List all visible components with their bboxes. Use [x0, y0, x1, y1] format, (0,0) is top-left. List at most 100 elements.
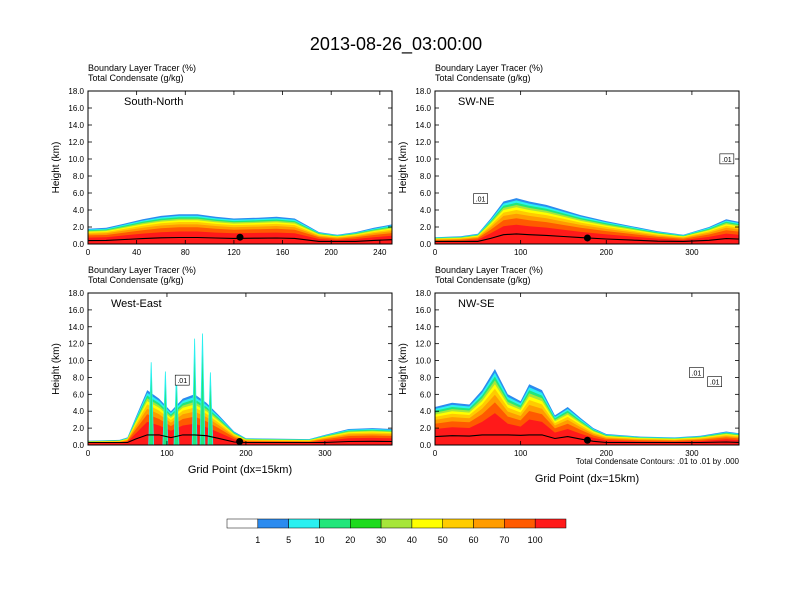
x-tick-label: 0 — [433, 248, 438, 257]
y-tick-label: 4.0 — [420, 407, 432, 416]
y-tick-label: 16.0 — [415, 306, 431, 315]
figure-title: 2013-08-26_03:00:00 — [310, 34, 482, 55]
y-tick-label: 8.0 — [420, 373, 432, 382]
y-tick-label: 16.0 — [415, 104, 431, 113]
contour-footnote: Total Condensate Contours: .01 to .01 by… — [576, 457, 740, 466]
colorbar: 1 5 10 20 30 40 50 60 70 100 — [226, 518, 567, 545]
colorbar-swatch — [534, 518, 567, 529]
convective-tower — [207, 372, 214, 445]
plot-frame — [87, 90, 393, 245]
y-tick-label: 14.0 — [415, 323, 431, 332]
plot-area — [88, 333, 392, 445]
terrain-line — [435, 434, 739, 444]
panel-header-line: Total Condensate (g/kg) — [435, 73, 531, 83]
contour-label-box — [707, 376, 722, 387]
y-tick-label: 12.0 — [68, 138, 84, 147]
y-tick-label: 6.0 — [73, 390, 85, 399]
panel-west-east: .01 0.0 2.0 4.0 6.0 8.0 10.0 12.0 14.0 16.0 18.0 0 1… — [51, 265, 393, 476]
y-tick-label: 0.0 — [73, 240, 85, 249]
panel-header-line: Total Condensate (g/kg) — [435, 275, 531, 285]
convective-tower — [199, 333, 206, 445]
colorbar-swatch — [257, 518, 289, 529]
x-tick-label: 100 — [160, 449, 174, 458]
x-tick-label: 200 — [325, 248, 339, 257]
y-axis-label: Height (km) — [51, 343, 62, 395]
tracer-band — [435, 224, 739, 244]
y-tick-label: 14.0 — [415, 121, 431, 130]
plot-frame — [87, 292, 393, 446]
colorbar-swatch — [411, 518, 443, 529]
y-tick-label: 2.0 — [73, 223, 85, 232]
y-tick-label: 8.0 — [420, 172, 432, 181]
colorbar-swatch — [288, 518, 320, 529]
panel-header-line: Boundary Layer Tracer (%) — [435, 265, 543, 275]
y-tick-label: 0.0 — [420, 441, 432, 450]
panel-header-line: Boundary Layer Tracer (%) — [435, 63, 543, 73]
x-tick-label: 80 — [181, 248, 190, 257]
x-tick-label: 300 — [318, 449, 332, 458]
y-tick-label: 12.0 — [415, 138, 431, 147]
panel-name: South-North — [124, 96, 183, 108]
location-marker — [583, 436, 591, 444]
convective-tower — [148, 362, 155, 445]
y-tick-label: 10.0 — [68, 357, 84, 366]
colorbar-swatch — [319, 518, 351, 529]
contour-label-box — [689, 367, 704, 378]
location-marker — [236, 437, 244, 445]
y-tick-label: 0.0 — [73, 441, 85, 450]
panel-name: SW-NE — [458, 96, 494, 108]
location-marker — [236, 233, 244, 241]
colorbar-label: 5 — [286, 535, 291, 545]
colorbar-swatch — [226, 518, 259, 529]
panel-header-line: Boundary Layer Tracer (%) — [88, 265, 196, 275]
colorbar-label: 10 — [314, 535, 324, 545]
colorbar-label: 20 — [345, 535, 355, 545]
panel-name: NW-SE — [458, 298, 494, 310]
y-tick-label: 12.0 — [68, 340, 84, 349]
y-tick-label: 10.0 — [415, 155, 431, 164]
y-tick-label: 4.0 — [73, 407, 85, 416]
y-tick-label: 18.0 — [68, 87, 84, 96]
x-axis-label: Grid Point (dx=15km) — [188, 464, 292, 476]
x-tick-label: 300 — [685, 449, 699, 458]
x-tick-label: 40 — [132, 248, 141, 257]
contour-label-box — [473, 193, 488, 204]
y-tick-label: 18.0 — [415, 87, 431, 96]
x-tick-label: 200 — [600, 449, 614, 458]
y-tick-label: 0.0 — [420, 240, 432, 249]
x-tick-label: 100 — [514, 449, 528, 458]
colorbar-label: 1 — [255, 535, 260, 545]
x-tick-label: 0 — [86, 449, 91, 458]
y-tick-label: 8.0 — [73, 373, 85, 382]
y-tick-label: 4.0 — [73, 206, 85, 215]
colorbar-swatch — [504, 518, 536, 529]
y-tick-label: 10.0 — [68, 155, 84, 164]
location-marker — [583, 234, 591, 242]
panel-south-north: 0.0 2.0 4.0 6.0 8.0 10.0 12.0 14.0 16.0 18.0 0 40 80… — [51, 63, 393, 257]
plot-area — [435, 369, 739, 445]
y-tick-label: 4.0 — [420, 206, 432, 215]
convective-tower — [162, 371, 169, 445]
colorbar-label: 40 — [407, 535, 417, 545]
x-tick-label: 200 — [239, 449, 253, 458]
y-tick-label: 18.0 — [415, 289, 431, 298]
contour-label: .01 — [476, 197, 486, 204]
terrain-line — [88, 236, 392, 242]
plot-frame — [434, 90, 740, 245]
x-tick-label: 240 — [373, 248, 387, 257]
x-tick-label: 160 — [276, 248, 290, 257]
terrain-line — [88, 434, 392, 444]
panel-sw-ne: .01 .01 0.0 2.0 4.0 6.0 8.0 10.0 12.0 14.0 16.0 18.… — [398, 63, 740, 257]
convective-tower — [191, 338, 198, 445]
y-tick-label: 8.0 — [73, 172, 85, 181]
colorbar-label: 70 — [499, 535, 509, 545]
y-tick-label: 16.0 — [68, 104, 84, 113]
contour-label-box — [174, 374, 190, 386]
y-tick-label: 6.0 — [420, 390, 432, 399]
panel-header-line: Total Condensate (g/kg) — [88, 73, 184, 83]
y-tick-label: 6.0 — [420, 189, 432, 198]
y-tick-label: 14.0 — [68, 323, 84, 332]
plot-area — [435, 198, 739, 244]
y-tick-label: 6.0 — [73, 189, 85, 198]
contour-label-box — [719, 153, 735, 165]
